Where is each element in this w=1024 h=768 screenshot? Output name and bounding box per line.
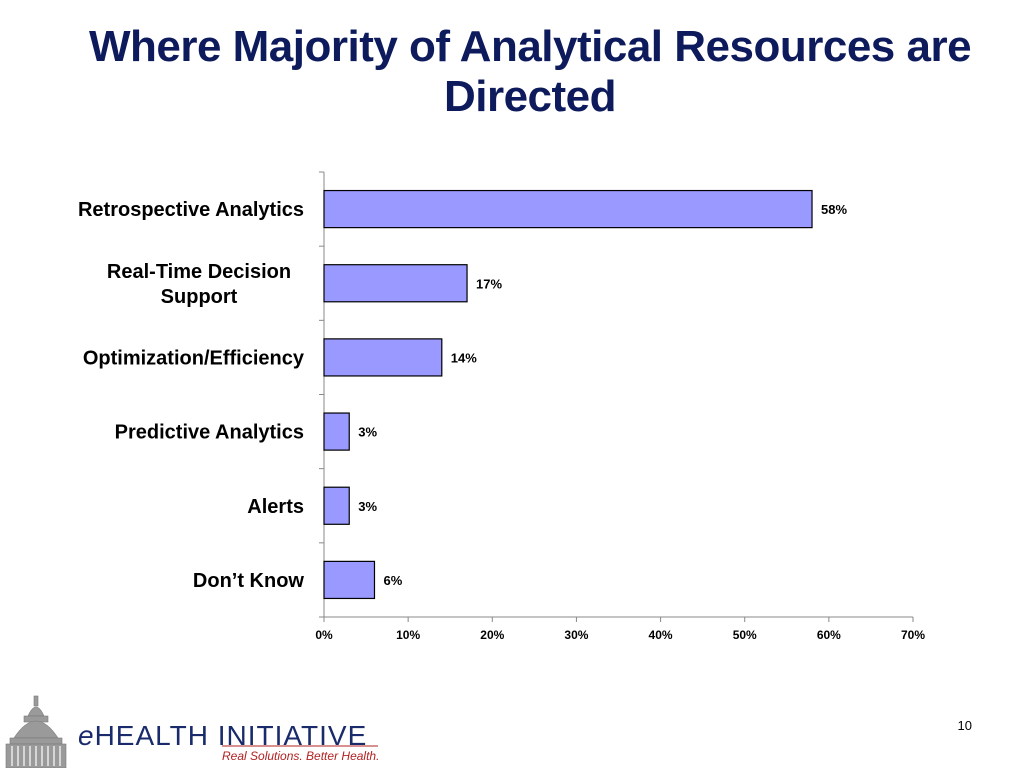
logo-tagline: Real Solutions. Better Health. [222, 749, 380, 763]
bar [323, 486, 350, 525]
bar-data-label: 3% [358, 425, 377, 440]
category-label: Alerts [247, 496, 304, 518]
bar [323, 264, 468, 303]
x-tick-label: 40% [649, 628, 673, 642]
category-label: Don’t Know [193, 570, 305, 592]
bar-data-label: 3% [358, 499, 377, 514]
x-tick-label: 20% [480, 628, 504, 642]
bar-data-label: 6% [383, 573, 402, 588]
capitol-dome-logo [5, 695, 378, 768]
category-label: Support [161, 286, 238, 308]
bar [323, 412, 350, 451]
x-tick-label: 30% [564, 628, 588, 642]
x-tick-label: 0% [315, 628, 333, 642]
category-label: Optimization/Efficiency [83, 347, 305, 369]
page-number: 10 [957, 718, 972, 733]
bar-data-label: 17% [476, 276, 502, 291]
x-tick-label: 50% [733, 628, 757, 642]
bar [323, 560, 376, 600]
bar [323, 189, 813, 229]
category-label: Predictive Analytics [115, 422, 304, 444]
bar-data-label: 14% [451, 350, 477, 365]
slide-title: Where Majority of Analytical Resources a… [88, 22, 972, 121]
x-tick-label: 70% [901, 628, 925, 642]
logo-wordmark: eHEALTH INITIATIVE [78, 720, 368, 751]
category-label: Retrospective Analytics [78, 199, 304, 221]
bar-data-label: 58% [821, 202, 847, 217]
x-tick-label: 60% [817, 628, 841, 642]
bar [323, 338, 443, 377]
x-tick-label: 10% [396, 628, 420, 642]
category-label: Real-Time Decision [107, 261, 291, 283]
